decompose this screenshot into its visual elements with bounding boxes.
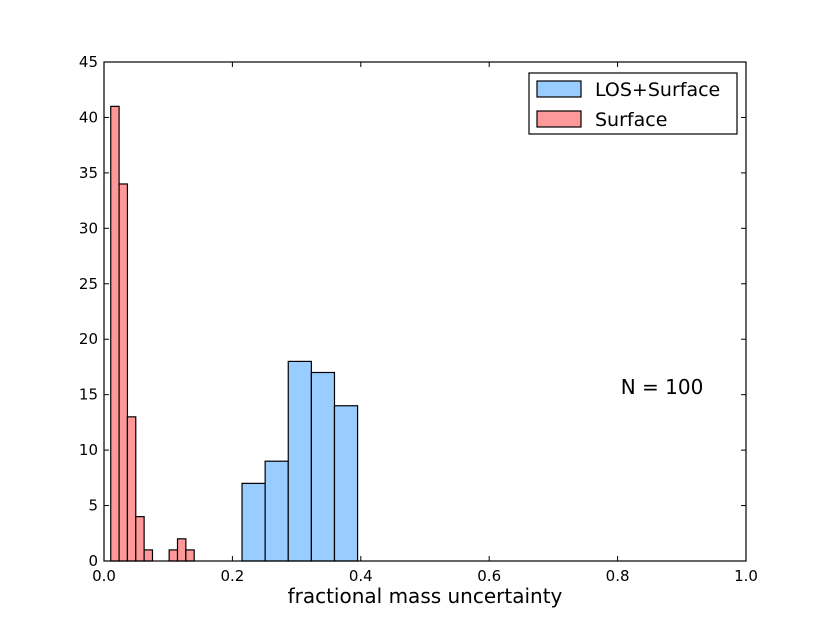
y-tick-label: 25 — [79, 275, 98, 293]
x-tick-label: 0.8 — [606, 567, 630, 585]
histogram-bar-surface-8 — [176, 538, 187, 562]
x-tick-label: 0.2 — [220, 567, 244, 585]
sample-size-annotation: N = 100 — [621, 375, 704, 399]
x-axis-label: fractional mass uncertainty — [288, 584, 563, 608]
plot-frame — [103, 61, 747, 562]
x-tick-label: 0.0 — [92, 567, 116, 585]
y-tick-label: 45 — [79, 53, 98, 71]
legend-swatch-los-surface — [536, 80, 582, 98]
histogram-bar-surface-1 — [118, 183, 129, 562]
histogram-bar-los-surface-4 — [333, 405, 359, 562]
legend-label: LOS+Surface — [595, 79, 720, 101]
x-tick-label: 0.4 — [349, 567, 373, 585]
legend-swatch-surface — [536, 110, 582, 128]
y-tick-label: 15 — [79, 386, 98, 404]
histogram-bar-los-surface-1 — [264, 460, 289, 562]
histogram-bar-los-surface-2 — [287, 360, 312, 562]
histogram-bar-surface-0 — [110, 105, 120, 562]
bars-layer — [110, 105, 359, 562]
x-tick-label: 1.0 — [734, 567, 758, 585]
y-tick-label: 0 — [88, 552, 98, 570]
histogram-bar-surface-2 — [126, 416, 137, 562]
histogram-bar-los-surface-0 — [241, 482, 266, 562]
histogram-bar-surface-4 — [143, 549, 154, 562]
legend-label: Surface — [595, 109, 667, 131]
x-tick-label: 0.6 — [477, 567, 501, 585]
y-tick-label: 5 — [88, 497, 98, 515]
legend: LOS+Surface Surface — [528, 72, 738, 135]
y-tick-label: 20 — [79, 330, 98, 348]
histogram-bar-surface-9 — [185, 549, 195, 562]
histogram-bar-los-surface-3 — [310, 371, 336, 562]
y-tick-label: 10 — [79, 441, 98, 459]
y-tick-label: 30 — [79, 219, 98, 237]
y-tick-label: 40 — [79, 108, 98, 126]
histogram-bar-surface-7 — [168, 549, 179, 562]
y-tick-label: 35 — [79, 164, 98, 182]
histogram-bar-surface-3 — [135, 516, 145, 562]
